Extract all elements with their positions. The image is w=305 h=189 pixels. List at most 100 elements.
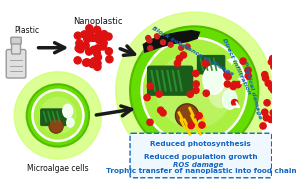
Circle shape (156, 52, 233, 129)
Circle shape (274, 53, 280, 60)
Circle shape (130, 26, 258, 155)
Circle shape (144, 94, 150, 101)
Circle shape (199, 122, 205, 128)
Circle shape (196, 113, 202, 119)
Circle shape (176, 55, 182, 62)
Circle shape (267, 116, 274, 122)
Circle shape (105, 48, 113, 55)
Circle shape (263, 115, 270, 121)
Circle shape (160, 40, 165, 45)
Circle shape (276, 106, 282, 112)
Circle shape (95, 36, 102, 43)
Circle shape (142, 38, 247, 143)
Circle shape (39, 97, 77, 134)
Circle shape (75, 45, 82, 52)
Text: Nanoplastic: Nanoplastic (73, 17, 123, 26)
Text: Direct infiltration: Direct infiltration (221, 37, 252, 95)
Circle shape (224, 81, 231, 87)
Circle shape (268, 59, 274, 65)
Circle shape (94, 26, 101, 33)
Circle shape (203, 90, 209, 96)
Ellipse shape (207, 73, 234, 108)
Circle shape (270, 110, 276, 116)
Circle shape (262, 75, 269, 81)
Ellipse shape (223, 90, 237, 109)
Circle shape (225, 74, 231, 80)
FancyBboxPatch shape (147, 66, 193, 96)
Circle shape (14, 72, 102, 159)
Circle shape (160, 110, 166, 116)
Circle shape (187, 91, 193, 97)
Circle shape (265, 80, 271, 86)
Circle shape (84, 30, 92, 38)
Circle shape (179, 45, 184, 50)
Circle shape (90, 34, 97, 41)
Circle shape (175, 104, 199, 127)
FancyBboxPatch shape (40, 108, 67, 126)
Circle shape (185, 44, 190, 49)
Circle shape (203, 60, 209, 66)
Circle shape (90, 58, 97, 65)
Circle shape (156, 91, 162, 97)
Circle shape (147, 38, 152, 43)
Text: Reduced photosynthesis: Reduced photosynthesis (150, 141, 251, 147)
Circle shape (271, 64, 277, 70)
Circle shape (245, 73, 251, 79)
Circle shape (262, 109, 268, 115)
Circle shape (260, 123, 266, 129)
FancyBboxPatch shape (130, 133, 272, 178)
Circle shape (188, 122, 194, 129)
Circle shape (99, 43, 107, 50)
Circle shape (231, 99, 238, 106)
FancyBboxPatch shape (197, 55, 225, 74)
FancyBboxPatch shape (11, 37, 21, 44)
Circle shape (147, 119, 153, 125)
Circle shape (81, 31, 88, 38)
Circle shape (95, 54, 102, 61)
Circle shape (193, 81, 199, 87)
Circle shape (96, 33, 103, 40)
Circle shape (94, 63, 101, 70)
Circle shape (279, 82, 285, 88)
Circle shape (87, 28, 94, 36)
Polygon shape (142, 30, 200, 53)
Circle shape (96, 30, 103, 38)
Circle shape (230, 83, 236, 90)
Text: Plastic: Plastic (14, 26, 39, 35)
Circle shape (84, 36, 91, 43)
Circle shape (231, 81, 238, 88)
Text: Physical damage: Physical damage (242, 61, 263, 120)
Text: Microalgae cells: Microalgae cells (27, 164, 89, 174)
Circle shape (262, 71, 268, 78)
Circle shape (154, 34, 160, 39)
Circle shape (240, 58, 246, 64)
Text: Block substance exchange: Block substance exchange (151, 26, 235, 77)
Circle shape (74, 32, 81, 39)
Circle shape (77, 46, 84, 53)
Circle shape (148, 46, 152, 51)
Circle shape (88, 34, 95, 41)
Text: Trophic transfer of nanoplastic into food chain: Trophic transfer of nanoplastic into foo… (106, 168, 296, 174)
Circle shape (27, 84, 89, 147)
Circle shape (99, 33, 106, 40)
Circle shape (273, 115, 279, 122)
Circle shape (94, 60, 101, 67)
Circle shape (264, 100, 270, 106)
Circle shape (268, 84, 275, 91)
Circle shape (116, 12, 273, 169)
Circle shape (49, 119, 63, 133)
Text: ROS damage: ROS damage (174, 162, 224, 168)
Circle shape (93, 50, 100, 57)
Ellipse shape (63, 104, 73, 118)
FancyBboxPatch shape (12, 42, 20, 54)
Circle shape (89, 60, 96, 68)
Ellipse shape (203, 66, 224, 94)
Circle shape (180, 52, 187, 58)
Text: Reduced population growth: Reduced population growth (144, 154, 258, 160)
Circle shape (235, 81, 241, 88)
Circle shape (84, 59, 91, 66)
Circle shape (32, 90, 84, 141)
Circle shape (74, 57, 81, 64)
Circle shape (90, 46, 97, 53)
Circle shape (82, 42, 89, 49)
